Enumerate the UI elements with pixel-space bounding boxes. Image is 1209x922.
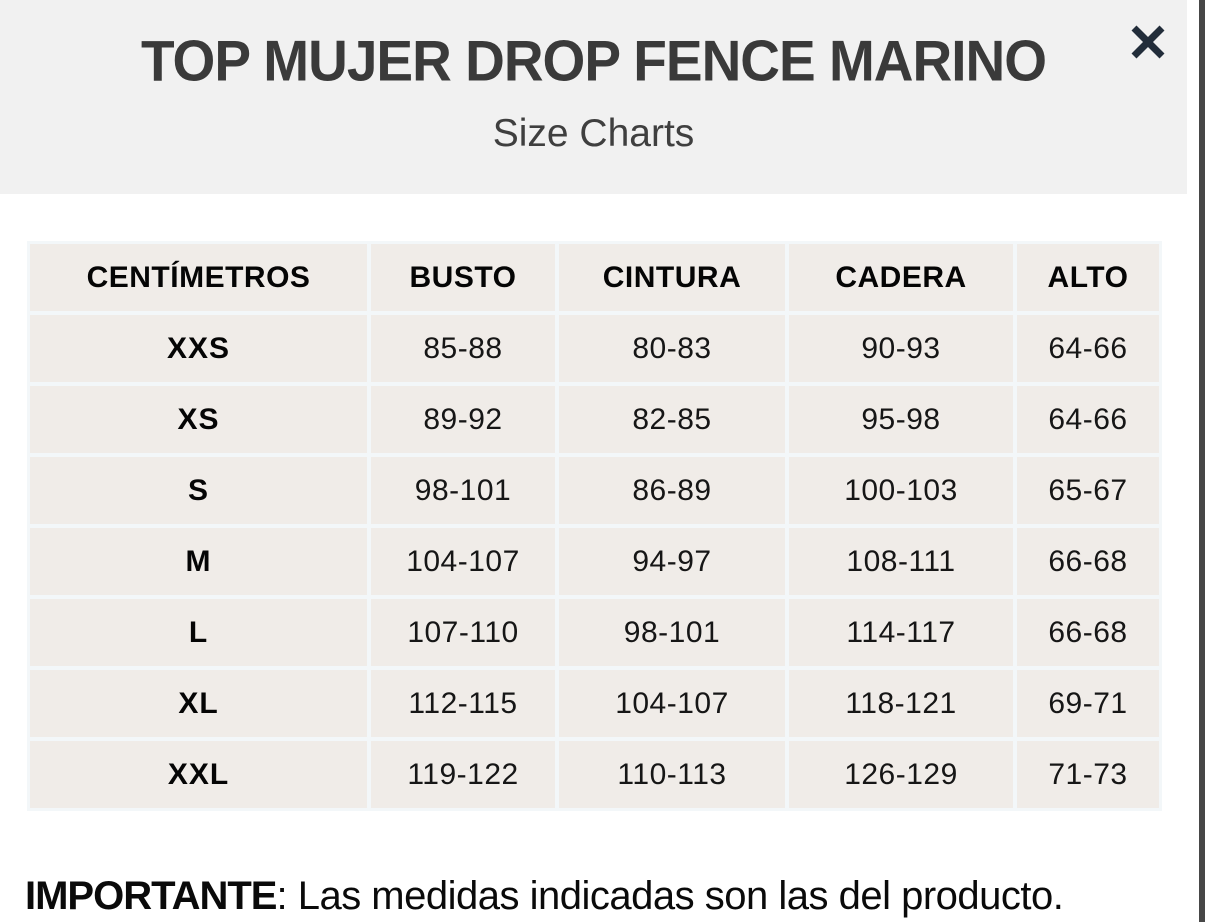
close-button[interactable]: [1124, 18, 1172, 66]
table-cell-xl-cadera: 118-121: [789, 670, 1013, 737]
table-cell-l-cadera: 114-117: [789, 599, 1013, 666]
table-cell-xxl-busto: 119-122: [371, 741, 555, 808]
table-cell-xs-cintura: 82-85: [559, 386, 785, 453]
table-cell-xxs-cintura: 80-83: [559, 315, 785, 382]
table-cell-xs-alto: 64-66: [1017, 386, 1159, 453]
table-cell-s-alto: 65-67: [1017, 457, 1159, 524]
column-header-busto: BUSTO: [371, 244, 555, 311]
table-cell-xxs-alto: 64-66: [1017, 315, 1159, 382]
modal-edge-scrollbar[interactable]: [1199, 0, 1205, 922]
table-cell-xxs-cadera: 90-93: [789, 315, 1013, 382]
table-cell-l-alto: 66-68: [1017, 599, 1159, 666]
table-cell-xs-cadera: 95-98: [789, 386, 1013, 453]
table-cell-m-cadera: 108-111: [789, 528, 1013, 595]
table-cell-xxl-alto: 71-73: [1017, 741, 1159, 808]
table-cell-xxl-cadera: 126-129: [789, 741, 1013, 808]
column-header-alto: ALTO: [1017, 244, 1159, 311]
table-cell-s-busto: 98-101: [371, 457, 555, 524]
modal-header: TOP MUJER DROP FENCE MARINO Size Charts: [0, 0, 1187, 194]
table-cell-xxl-cintura: 110-113: [559, 741, 785, 808]
size-label-m: M: [30, 528, 367, 595]
important-text: : Las medidas indicadas son las del prod…: [276, 874, 1064, 918]
size-table: CENTÍMETROS BUSTO CINTURA CADERA ALTO XX…: [27, 241, 1162, 811]
table-cell-xl-cintura: 104-107: [559, 670, 785, 737]
column-header-cadera: CADERA: [789, 244, 1013, 311]
size-label-xxl: XXL: [30, 741, 367, 808]
table-cell-m-busto: 104-107: [371, 528, 555, 595]
column-header-cintura: CINTURA: [559, 244, 785, 311]
close-icon: [1131, 25, 1165, 59]
column-header-centimetros: CENTÍMETROS: [30, 244, 367, 311]
table-cell-xl-alto: 69-71: [1017, 670, 1159, 737]
modal-subtitle: Size Charts: [492, 112, 695, 155]
important-note: IMPORTANTE: Las medidas indicadas son la…: [25, 874, 1064, 919]
size-label-xl: XL: [30, 670, 367, 737]
table-cell-xxs-busto: 85-88: [371, 315, 555, 382]
important-label: IMPORTANTE: [25, 874, 277, 918]
table-cell-xs-busto: 89-92: [371, 386, 555, 453]
table-cell-xl-busto: 112-115: [371, 670, 555, 737]
table-cell-s-cadera: 100-103: [789, 457, 1013, 524]
table-cell-s-cintura: 86-89: [559, 457, 785, 524]
table-cell-l-cintura: 98-101: [559, 599, 785, 666]
table-cell-l-busto: 107-110: [371, 599, 555, 666]
table-cell-m-alto: 66-68: [1017, 528, 1159, 595]
size-label-s: S: [30, 457, 367, 524]
table-cell-m-cintura: 94-97: [559, 528, 785, 595]
size-label-l: L: [30, 599, 367, 666]
size-label-xs: XS: [30, 386, 367, 453]
size-label-xxs: XXS: [30, 315, 367, 382]
product-title: TOP MUJER DROP FENCE MARINO: [140, 28, 1047, 93]
